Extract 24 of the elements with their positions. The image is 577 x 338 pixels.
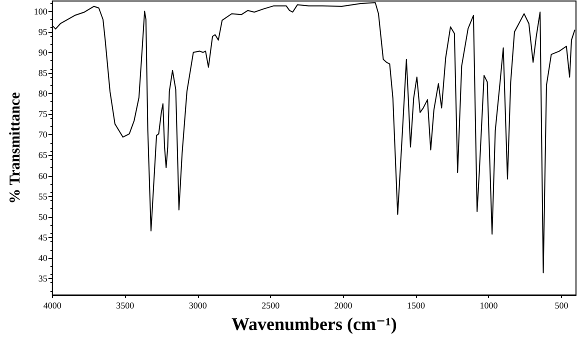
- x-tick-label: 3000: [188, 300, 208, 310]
- x-tick-label: 2500: [262, 300, 280, 310]
- x-tick-label: 4000: [43, 300, 62, 310]
- y-tick-label: 55: [38, 191, 48, 202]
- y-tick-label: 90: [38, 47, 48, 58]
- y-tick-label: 50: [38, 212, 48, 222]
- x-tick-label: 3500: [116, 300, 135, 310]
- x-axis-title: Wavenumbers (cm⁻¹): [232, 314, 397, 334]
- y-axis-title: % Transmittance: [8, 92, 24, 204]
- y-tick-label: 75: [38, 109, 48, 120]
- y-tick-label: 85: [38, 68, 48, 78]
- x-tick-label: 2000: [334, 300, 353, 310]
- x-tick-label: 1000: [480, 300, 498, 310]
- y-tick-label: 45: [38, 232, 48, 242]
- y-tick-label: 60: [38, 170, 48, 181]
- y-tick-label: 40: [38, 252, 48, 263]
- y-tick-label: 70: [38, 130, 48, 140]
- y-tick-label: 35: [38, 274, 48, 284]
- y-tick-label: 65: [38, 150, 48, 160]
- x-tick-label: 500: [554, 300, 569, 310]
- y-tick-label: 100: [34, 6, 48, 16]
- y-tick-label: 95: [38, 26, 48, 37]
- y-tick-label: 80: [38, 88, 48, 99]
- x-tick-label: 1500: [407, 300, 426, 310]
